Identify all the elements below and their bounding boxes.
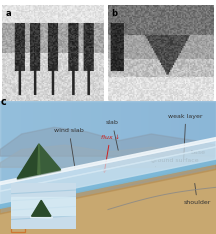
Text: ground surface: ground surface — [151, 158, 199, 167]
Bar — [11, 197, 76, 215]
Polygon shape — [0, 138, 216, 185]
Polygon shape — [0, 169, 216, 234]
Text: shoulder: shoulder — [184, 183, 211, 205]
Polygon shape — [38, 144, 40, 174]
Text: weak layer: weak layer — [168, 114, 203, 159]
Polygon shape — [0, 140, 216, 191]
Polygon shape — [0, 147, 216, 204]
Polygon shape — [0, 127, 216, 156]
Polygon shape — [17, 144, 39, 178]
Text: c: c — [1, 97, 7, 107]
Polygon shape — [39, 144, 60, 174]
Bar — [11, 226, 25, 232]
Text: flux ↓: flux ↓ — [101, 135, 120, 172]
Text: base: base — [190, 150, 205, 155]
Text: wind slab: wind slab — [54, 128, 84, 170]
Polygon shape — [0, 159, 216, 208]
Text: slab: slab — [106, 120, 119, 150]
Polygon shape — [0, 145, 216, 167]
Polygon shape — [32, 200, 51, 216]
Polygon shape — [0, 164, 216, 214]
Text: b: b — [111, 9, 117, 18]
Text: a: a — [5, 9, 11, 18]
Polygon shape — [17, 169, 60, 179]
